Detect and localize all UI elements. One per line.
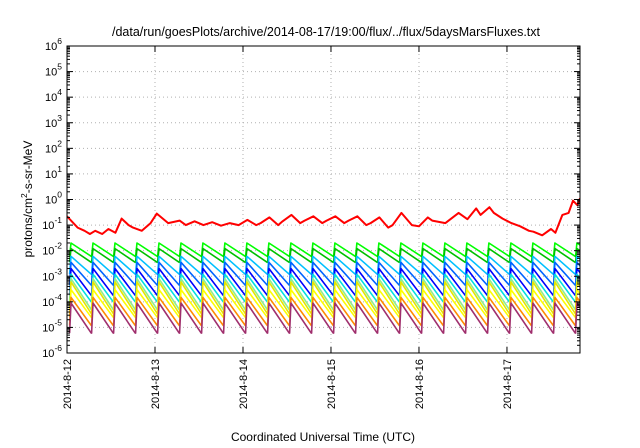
y-tick-label: 105 [45,62,62,79]
y-tick-label: 10-2 [42,241,62,258]
y-tick-label: 103 [45,113,62,130]
y-axis-label-part: protons/cm [21,198,35,257]
x-tick-label: 2014-8-16 [414,359,426,409]
y-axis: 10-6 10-5 10-4 10-3 10-2 10-1 100 101 102 103 104 1… [42,36,580,360]
series-line-0 [67,198,580,237]
x-tick-label: 2014-8-12 [62,359,74,409]
y-tick-label: 106 [45,36,62,53]
y-tick-label: 10-6 [42,343,62,360]
y-axis-label-part: -s-sr-MeV [21,141,35,194]
x-tick-label: 2014-8-17 [502,359,514,409]
y-tick-label: 10-1 [42,215,62,232]
y-axis-label-superscript: 2 [19,193,29,198]
y-tick-label: 100 [45,190,62,207]
x-tick-label: 2014-8-15 [326,359,338,409]
x-axis-label: Coordinated Universal Time (UTC) [231,430,415,444]
series-line-2 [68,247,580,264]
chart-title: /data/run/goesPlots/archive/2014-08-17/1… [112,25,541,39]
y-tick-label: 101 [45,164,62,181]
series-group [67,198,580,334]
y-tick-label: 10-4 [42,292,62,309]
y-tick-label: 104 [45,87,62,104]
x-axis: 2014-8-12 2014-8-13 2014-8-14 2014-8-15 2014… [62,46,514,409]
x-tick-label: 2014-8-14 [238,359,250,409]
y-tick-label: 10-3 [42,266,62,283]
y-axis-label: protons/cm2-s-sr-MeV [19,141,35,258]
series-line-11 [68,302,580,334]
x-tick-label: 2014-8-13 [150,359,162,409]
y-tick-label: 102 [45,138,62,155]
y-tick-label: 10-5 [42,317,62,334]
